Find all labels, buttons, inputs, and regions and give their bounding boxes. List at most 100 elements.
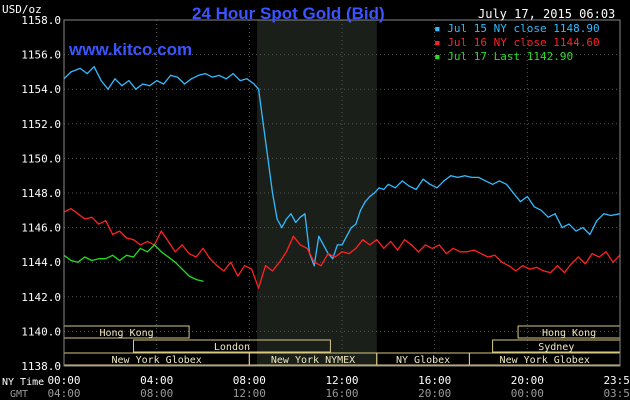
series-2-point xyxy=(403,239,406,241)
series-2-point xyxy=(91,216,93,218)
series-1-point xyxy=(387,183,389,185)
series-1-point xyxy=(114,78,116,80)
series-2-point xyxy=(119,230,121,232)
legend-label-jul15: Jul 15 NY close 1148.90 xyxy=(447,22,599,35)
series-2-point xyxy=(376,239,378,241)
x-tick-label-ny: 23:59 xyxy=(603,374,630,387)
series-2-point xyxy=(195,256,197,258)
series-2-point xyxy=(369,244,371,246)
series-2-point xyxy=(341,251,343,253)
series-1-point xyxy=(183,83,186,85)
series-1-point xyxy=(93,66,95,68)
series-2-point xyxy=(209,258,211,260)
series-2-point xyxy=(264,265,267,267)
x-tick-label-ny: 20:00 xyxy=(511,374,544,387)
series-1-point xyxy=(336,244,338,246)
series-2-point xyxy=(383,247,385,249)
series-1-point xyxy=(332,258,334,260)
series-2-point xyxy=(431,247,433,249)
series-2-point xyxy=(230,261,232,263)
series-2-point xyxy=(125,237,128,239)
series-2-point xyxy=(480,252,482,255)
series-3-point xyxy=(70,259,72,262)
session-label: New York Globex xyxy=(500,355,590,366)
series-3-point xyxy=(153,244,155,246)
series-1-point xyxy=(107,88,109,90)
series-1-point xyxy=(603,213,605,215)
series-1-point xyxy=(211,76,213,78)
series-2-point xyxy=(84,218,86,220)
series-3-point xyxy=(174,261,176,263)
series-1-point xyxy=(295,221,297,224)
series-1-point xyxy=(190,78,193,80)
market-sessions: Hong Kong Hong Kong London Sydney New York G… xyxy=(63,325,621,366)
series-2-point xyxy=(167,240,169,243)
series-1-point xyxy=(519,201,521,203)
session-label: Hong Kong xyxy=(542,328,596,339)
x-tick-label-gmt: 16:00 xyxy=(325,387,358,400)
series-2-point xyxy=(612,261,614,263)
series-3-point xyxy=(160,251,162,253)
series-2-point xyxy=(202,247,204,249)
series-2-point xyxy=(278,261,281,263)
y-tick-label: 1156.0 xyxy=(21,49,61,62)
series-1-point xyxy=(512,192,515,194)
series-2-point xyxy=(397,249,399,251)
legend-item-jul15: ▪ Jul 15 NY close 1148.90 xyxy=(434,22,600,35)
series-2-point xyxy=(139,244,142,246)
series-1-point xyxy=(478,176,480,179)
series-3-point xyxy=(167,256,169,258)
series-3-point xyxy=(105,258,107,260)
series-1-point xyxy=(258,88,260,90)
series-2-point xyxy=(556,265,559,267)
series-1-point xyxy=(575,230,577,232)
series-1-point xyxy=(285,218,287,220)
series-2-point xyxy=(77,213,79,215)
series-2-point xyxy=(515,270,517,272)
series-2-point xyxy=(591,252,593,255)
series-1-point xyxy=(526,195,528,198)
series-1-point xyxy=(121,85,123,87)
series-1-point xyxy=(408,185,410,187)
series-2-point xyxy=(146,240,148,243)
series-2-point xyxy=(424,244,426,246)
series-1-point xyxy=(341,244,343,246)
x-tick-label-gmt: 04:00 xyxy=(47,387,80,400)
series-2-point xyxy=(105,220,107,222)
y-axis: 1138.0 1140.0 1142.0 1144.0 1146.0 1148.0 1150… xyxy=(21,14,61,373)
x-tick-label-gmt: 12:00 xyxy=(233,387,266,400)
series-2-point xyxy=(292,235,294,237)
series-1-point xyxy=(498,180,501,182)
series-1-point xyxy=(239,79,241,82)
series-2-point xyxy=(417,251,420,253)
series-2-point xyxy=(494,254,496,256)
series-2-point xyxy=(445,252,447,255)
series-1-point xyxy=(554,213,556,215)
series-3-point xyxy=(202,280,204,282)
series-2-point xyxy=(577,256,579,258)
series-1-point xyxy=(582,227,584,229)
series-1-point xyxy=(596,220,598,222)
series-2-point xyxy=(362,239,364,241)
series-1-point xyxy=(86,73,88,75)
series-3-point xyxy=(188,275,190,277)
series-1-point xyxy=(450,175,452,177)
y-tick-label: 1150.0 xyxy=(21,152,61,165)
series-1-point xyxy=(540,209,542,211)
series-3-point xyxy=(181,268,183,270)
legend: ▪ Jul 15 NY close 1148.90 ▪ Jul 16 NY cl… xyxy=(434,22,600,63)
series-1-point xyxy=(218,74,220,76)
y-tick-label: 1154.0 xyxy=(21,83,61,96)
series-1-point xyxy=(281,227,283,229)
series-2-point xyxy=(348,252,350,255)
series-2-point xyxy=(237,275,239,277)
series-1-point xyxy=(176,76,179,78)
series-1-point xyxy=(547,216,549,218)
y-tick-label: 1146.0 xyxy=(21,222,61,235)
series-2-point xyxy=(160,230,162,232)
series-2-point xyxy=(487,256,489,258)
x-tick-label-gmt: 08:00 xyxy=(140,387,173,400)
series-2-point xyxy=(188,252,190,255)
series-2-point xyxy=(223,270,225,272)
series-3-point xyxy=(84,256,86,258)
